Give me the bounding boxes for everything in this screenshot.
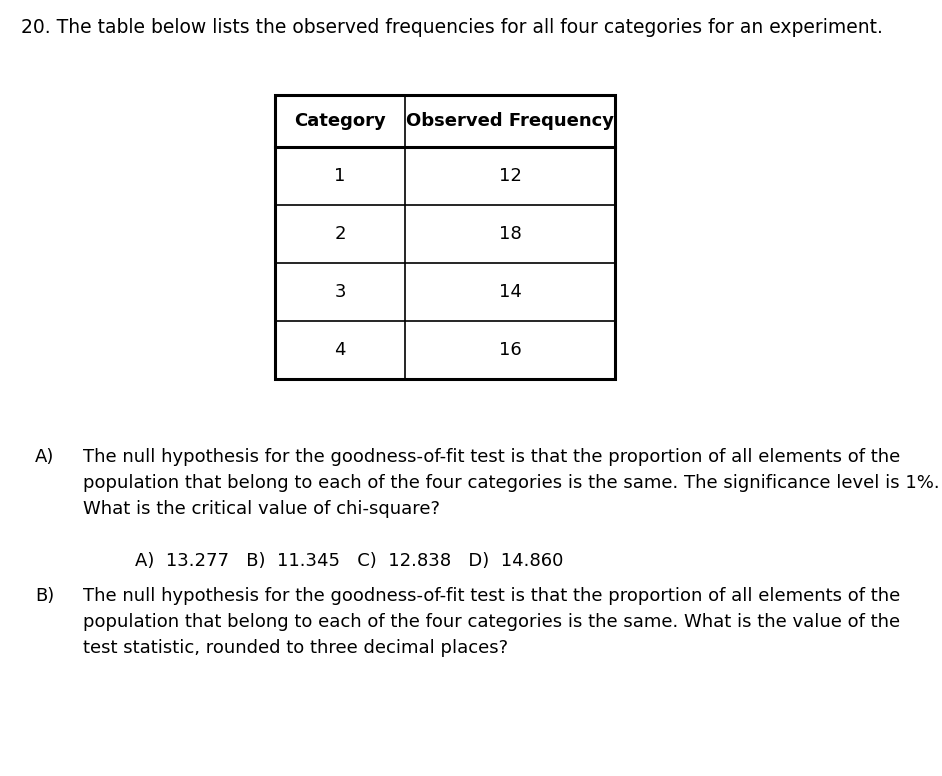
Text: 12: 12: [498, 167, 522, 185]
Text: Category: Category: [294, 112, 386, 130]
Text: What is the critical value of chi-square?: What is the critical value of chi-square…: [83, 500, 440, 518]
Text: 20. The table below lists the observed frequencies for all four categories for a: 20. The table below lists the observed f…: [21, 18, 883, 37]
Text: test statistic, rounded to three decimal places?: test statistic, rounded to three decimal…: [83, 639, 508, 657]
Text: 3: 3: [334, 283, 346, 301]
Text: Observed Frequency: Observed Frequency: [406, 112, 614, 130]
Text: 16: 16: [498, 341, 521, 359]
Text: B): B): [35, 587, 55, 605]
Text: 4: 4: [334, 341, 346, 359]
Text: population that belong to each of the four categories is the same. What is the v: population that belong to each of the fo…: [83, 613, 901, 631]
Text: 2: 2: [334, 225, 346, 243]
Text: The null hypothesis for the goodness-of-fit test is that the proportion of all e: The null hypothesis for the goodness-of-…: [83, 448, 901, 466]
Text: A)  13.277   B)  11.345   C)  12.838   D)  14.860: A) 13.277 B) 11.345 C) 12.838 D) 14.860: [135, 552, 563, 570]
Bar: [275, 95, 615, 379]
Text: The null hypothesis for the goodness-of-fit test is that the proportion of all e: The null hypothesis for the goodness-of-…: [83, 587, 901, 605]
Text: 1: 1: [334, 167, 346, 185]
Text: population that belong to each of the four categories is the same. The significa: population that belong to each of the fo…: [83, 474, 939, 492]
Text: 14: 14: [498, 283, 522, 301]
Text: 18: 18: [498, 225, 521, 243]
Text: A): A): [35, 448, 55, 466]
